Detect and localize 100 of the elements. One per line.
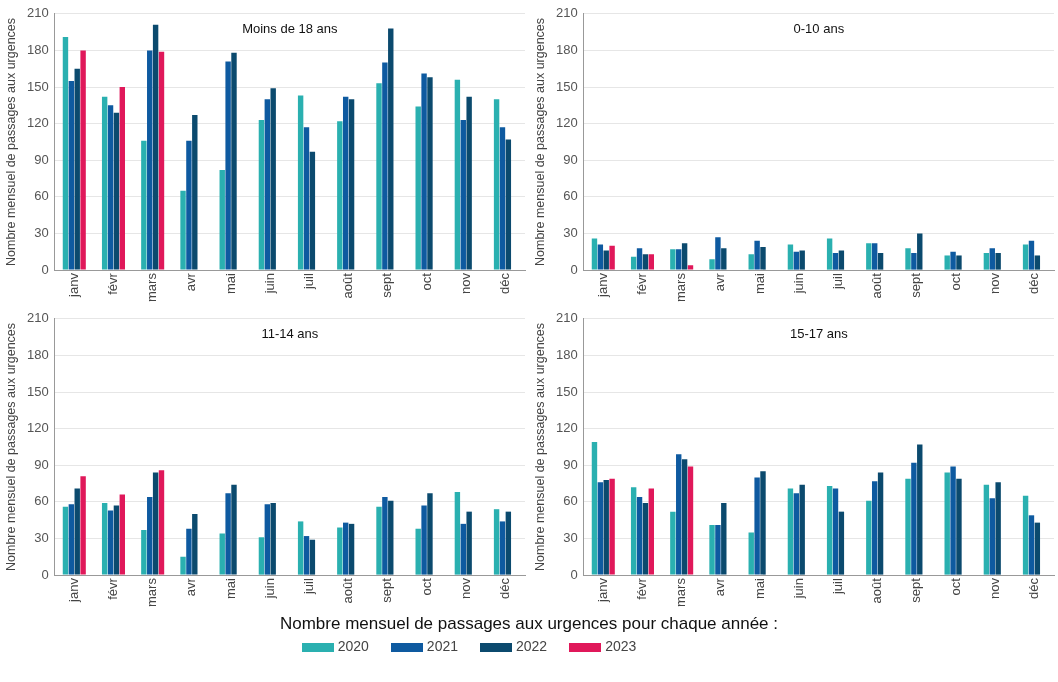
bar: [297, 95, 304, 270]
x-tick-label: août: [869, 272, 885, 299]
y-tick-label: 210: [555, 310, 578, 326]
bar: [877, 253, 884, 270]
x-tick-label: sept: [379, 577, 395, 603]
bar: [147, 50, 153, 270]
bar: [342, 522, 349, 575]
x-tick-label: avr: [183, 272, 199, 292]
bar: [995, 253, 1001, 270]
legend-label: 2023: [604, 638, 637, 654]
bar: [192, 115, 198, 270]
bar: [911, 462, 917, 575]
bar: [454, 79, 461, 270]
bar: [119, 494, 125, 575]
x-tick-label: juil: [830, 273, 846, 291]
bar: [62, 36, 69, 270]
bar: [219, 170, 225, 270]
x-tick-label: oct: [418, 577, 434, 596]
y-tick-label: 90: [34, 151, 49, 167]
y-tick-label: 210: [555, 5, 578, 21]
bar: [74, 68, 80, 270]
bar: [258, 119, 265, 270]
bar: [983, 253, 990, 270]
bar: [866, 500, 872, 575]
bar: [642, 503, 649, 575]
bar: [499, 127, 506, 270]
bar: [597, 244, 604, 270]
bar: [1028, 240, 1035, 270]
bar: [141, 140, 147, 270]
y-tick-label: 120: [555, 420, 578, 436]
bar: [944, 255, 950, 270]
bar: [264, 504, 271, 575]
bar: [709, 259, 715, 270]
bar: [382, 62, 388, 270]
bar: [309, 539, 316, 575]
y-tick-label: 30: [563, 530, 578, 546]
x-tick-label: janv: [65, 577, 81, 603]
bar: [466, 511, 472, 575]
bar: [219, 533, 225, 575]
bar: [787, 244, 794, 270]
legend-label: 2022: [515, 638, 548, 654]
bar: [676, 454, 682, 575]
bar: [415, 106, 421, 270]
bar: [871, 243, 878, 270]
y-tick-label: 150: [26, 78, 49, 94]
bar: [113, 505, 120, 575]
bar: [944, 472, 950, 575]
bar: [995, 482, 1001, 575]
bar: [754, 240, 760, 270]
x-tick-label: oct: [947, 272, 963, 291]
y-tick-label: 120: [26, 420, 49, 436]
bar: [80, 476, 86, 575]
y-tick-label: 0: [570, 566, 578, 582]
bar: [748, 254, 754, 270]
x-tick-label: mai: [222, 273, 238, 295]
bar: [630, 487, 637, 575]
bar: [905, 248, 911, 270]
bar: [609, 478, 615, 575]
bar: [715, 237, 721, 270]
bar: [493, 509, 500, 575]
bar: [1034, 522, 1041, 575]
x-tick-label: oct: [418, 272, 434, 291]
legend-label: 2020: [336, 638, 369, 654]
y-tick-label: 90: [563, 456, 578, 472]
bar: [415, 528, 421, 575]
bar: [421, 505, 427, 575]
x-tick-label: sept: [379, 272, 395, 298]
bar: [760, 471, 766, 575]
bar: [911, 253, 917, 270]
x-tick-label: déc: [496, 577, 512, 600]
bar: [427, 493, 433, 575]
y-tick-label: 30: [563, 225, 578, 241]
bar: [917, 444, 923, 575]
bar: [826, 486, 833, 575]
y-tick-label: 180: [555, 41, 578, 57]
bar: [180, 190, 186, 270]
bar: [799, 250, 805, 270]
bar: [270, 503, 276, 575]
bar: [1028, 515, 1035, 575]
bar: [493, 99, 500, 270]
bar: [721, 503, 727, 575]
bar: [460, 523, 466, 575]
bar: [670, 249, 676, 270]
bar: [760, 246, 766, 270]
x-tick-label: oct: [947, 577, 963, 596]
y-tick-label: 150: [555, 78, 578, 94]
bar: [180, 556, 186, 575]
bar: [956, 255, 962, 270]
x-tick-label: nov: [457, 272, 473, 295]
y-tick-label: 180: [555, 346, 578, 362]
bar: [107, 510, 114, 575]
bar: [676, 249, 682, 270]
bar: [62, 506, 69, 575]
bar: [68, 504, 75, 575]
x-tick-label: mars: [144, 577, 160, 607]
y-axis-title: Nombre mensuel de passages aux urgences: [3, 322, 18, 571]
bar: [630, 256, 637, 270]
bar: [950, 466, 956, 575]
bar: [186, 528, 192, 575]
x-tick-label: juil: [301, 273, 317, 291]
